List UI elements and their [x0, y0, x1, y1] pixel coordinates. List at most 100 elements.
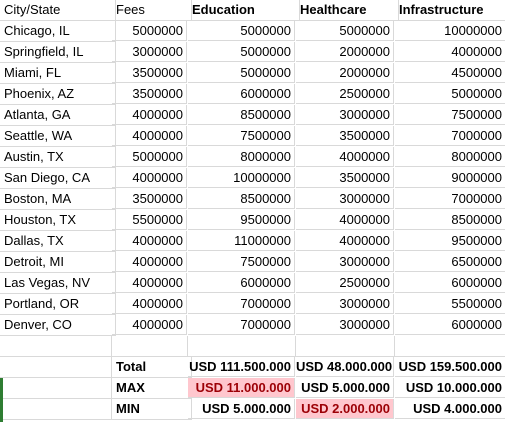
city-cell[interactable]: Chicago, IL [0, 21, 116, 42]
city-cell[interactable]: Seattle, WA [0, 126, 116, 147]
healthcare-cell[interactable]: 5000000 [296, 21, 394, 41]
education-cell[interactable]: 5000000 [188, 21, 295, 41]
fees-cell[interactable]: 4000000 [112, 105, 187, 125]
fees-cell[interactable]: 4000000 [112, 126, 187, 146]
empty-cell[interactable] [0, 357, 112, 378]
city-cell[interactable]: Detroit, MI [0, 252, 116, 273]
fees-cell[interactable]: 3500000 [112, 84, 187, 104]
fees-cell[interactable]: 4000000 [112, 168, 187, 188]
fees-cell[interactable]: 3000000 [112, 42, 187, 62]
healthcare-cell[interactable]: 3000000 [296, 315, 394, 335]
education-cell[interactable]: 7500000 [188, 126, 295, 146]
fees-cell[interactable]: 3500000 [112, 189, 187, 209]
max-infrastructure[interactable]: USD 10.000.000 [395, 378, 505, 398]
total-infrastructure[interactable]: USD 159.500.000 [395, 357, 505, 377]
empty-cell[interactable] [0, 336, 112, 357]
min-education[interactable]: USD 5.000.000 [188, 399, 295, 419]
infrastructure-cell[interactable]: 6500000 [395, 252, 505, 272]
max-label[interactable]: MAX [112, 378, 192, 399]
healthcare-cell[interactable]: 2500000 [296, 273, 394, 293]
infrastructure-cell[interactable]: 7000000 [395, 126, 505, 146]
total-healthcare[interactable]: USD 48.000.000 [296, 357, 394, 377]
infrastructure-cell[interactable]: 6000000 [395, 273, 505, 293]
education-cell[interactable]: 5000000 [188, 63, 295, 83]
empty-cell[interactable] [0, 399, 112, 420]
city-cell[interactable]: Denver, CO [0, 315, 116, 336]
healthcare-cell[interactable]: 3000000 [296, 294, 394, 314]
fees-cell[interactable]: 4000000 [112, 231, 187, 251]
city-cell[interactable]: Phoenix, AZ [0, 84, 116, 105]
infrastructure-cell[interactable]: 7000000 [395, 189, 505, 209]
fees-cell[interactable]: 4000000 [112, 252, 187, 272]
city-cell[interactable]: Austin, TX [0, 147, 116, 168]
infrastructure-cell[interactable]: 8500000 [395, 210, 505, 230]
fees-cell[interactable]: 4000000 [112, 315, 187, 335]
fees-cell[interactable]: 5000000 [112, 147, 187, 167]
city-cell[interactable]: Dallas, TX [0, 231, 116, 252]
infrastructure-cell[interactable]: 5000000 [395, 84, 505, 104]
city-cell[interactable]: Boston, MA [0, 189, 116, 210]
infrastructure-cell[interactable]: 5500000 [395, 294, 505, 314]
education-cell[interactable]: 8000000 [188, 147, 295, 167]
header-infrastructure[interactable]: Infrastructure [395, 0, 505, 21]
infrastructure-cell[interactable]: 10000000 [395, 21, 505, 41]
healthcare-cell[interactable]: 3500000 [296, 126, 394, 146]
infrastructure-cell[interactable]: 9500000 [395, 231, 505, 251]
infrastructure-cell[interactable]: 8000000 [395, 147, 505, 167]
healthcare-cell[interactable]: 3000000 [296, 189, 394, 209]
infrastructure-cell[interactable]: 9000000 [395, 168, 505, 188]
healthcare-cell[interactable]: 4000000 [296, 231, 394, 251]
empty-cell[interactable] [112, 336, 188, 357]
header-healthcare[interactable]: Healthcare [296, 0, 399, 21]
education-cell[interactable]: 6000000 [188, 84, 295, 104]
education-cell[interactable]: 7000000 [188, 315, 295, 335]
infrastructure-cell[interactable]: 4500000 [395, 63, 505, 83]
healthcare-cell[interactable]: 3000000 [296, 252, 394, 272]
education-cell[interactable]: 10000000 [188, 168, 295, 188]
education-cell[interactable]: 7000000 [188, 294, 295, 314]
education-cell[interactable]: 6000000 [188, 273, 295, 293]
header-fees[interactable]: Fees [112, 0, 192, 21]
fees-cell[interactable]: 3500000 [112, 63, 187, 83]
empty-cell[interactable] [395, 336, 505, 357]
healthcare-cell[interactable]: 2000000 [296, 63, 394, 83]
city-cell[interactable]: Miami, FL [0, 63, 116, 84]
min-label[interactable]: MIN [112, 399, 192, 420]
max-education[interactable]: USD 11.000.000 [188, 378, 295, 398]
min-healthcare[interactable]: USD 2.000.000 [296, 399, 394, 419]
empty-cell[interactable] [188, 336, 296, 357]
fees-cell[interactable]: 4000000 [112, 273, 187, 293]
infrastructure-cell[interactable]: 6000000 [395, 315, 505, 335]
fees-cell[interactable]: 5500000 [112, 210, 187, 230]
city-cell[interactable]: San Diego, CA [0, 168, 116, 189]
header-city-state[interactable]: City/State [0, 0, 116, 21]
healthcare-cell[interactable]: 4000000 [296, 147, 394, 167]
city-cell[interactable]: Houston, TX [0, 210, 116, 231]
infrastructure-cell[interactable]: 4000000 [395, 42, 505, 62]
min-infrastructure[interactable]: USD 4.000.000 [395, 399, 505, 419]
education-cell[interactable]: 11000000 [188, 231, 295, 251]
fees-cell[interactable]: 4000000 [112, 294, 187, 314]
city-cell[interactable]: Atlanta, GA [0, 105, 116, 126]
max-healthcare[interactable]: USD 5.000.000 [296, 378, 394, 398]
healthcare-cell[interactable]: 2000000 [296, 42, 394, 62]
education-cell[interactable]: 8500000 [188, 189, 295, 209]
city-cell[interactable]: Portland, OR [0, 294, 116, 315]
education-cell[interactable]: 5000000 [188, 42, 295, 62]
city-cell[interactable]: Las Vegas, NV [0, 273, 116, 294]
empty-cell[interactable] [0, 378, 112, 399]
fees-cell[interactable]: 5000000 [112, 21, 187, 41]
education-cell[interactable]: 9500000 [188, 210, 295, 230]
infrastructure-cell[interactable]: 7500000 [395, 105, 505, 125]
education-cell[interactable]: 7500000 [188, 252, 295, 272]
healthcare-cell[interactable]: 2500000 [296, 84, 394, 104]
total-education[interactable]: USD 111.500.000 [188, 357, 295, 377]
header-education[interactable]: Education [188, 0, 300, 21]
healthcare-cell[interactable]: 3500000 [296, 168, 394, 188]
city-cell[interactable]: Springfield, IL [0, 42, 116, 63]
total-label[interactable]: Total [112, 357, 192, 378]
healthcare-cell[interactable]: 4000000 [296, 210, 394, 230]
education-cell[interactable]: 8500000 [188, 105, 295, 125]
healthcare-cell[interactable]: 3000000 [296, 105, 394, 125]
empty-cell[interactable] [296, 336, 395, 357]
